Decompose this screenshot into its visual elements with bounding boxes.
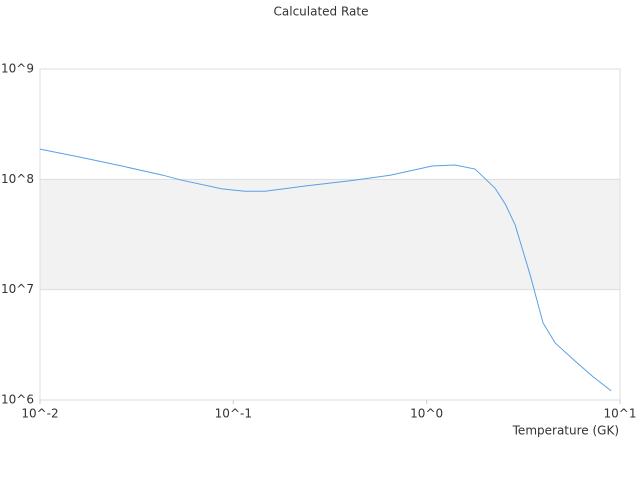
chart-title: Calculated Rate <box>274 5 369 19</box>
x-axis-label: Temperature (GK) <box>512 424 619 438</box>
x-tick-label: 10^-2 <box>21 407 58 421</box>
y-tick-label: 10^7 <box>1 282 34 296</box>
x-tick-label: 10^-1 <box>215 407 252 421</box>
y-tick-label: 10^9 <box>1 62 34 76</box>
x-tick-label: 10^1 <box>604 407 637 421</box>
data-line <box>39 148 612 392</box>
y-tick-label: 10^8 <box>1 172 34 186</box>
y-tick-label: 10^6 <box>1 393 34 407</box>
x-tick-label: 10^0 <box>410 407 443 421</box>
plot-band <box>40 179 620 290</box>
